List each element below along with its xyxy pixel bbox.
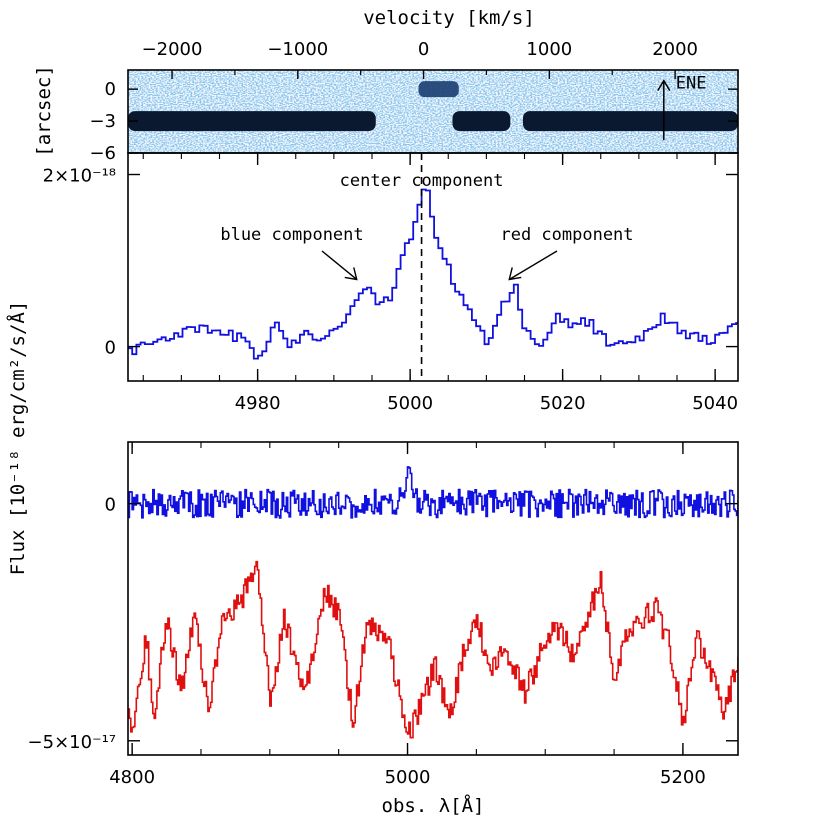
spectral-image-panel: ENE [128,70,738,153]
xtick-label: 5000 [385,767,431,788]
red-component-label: red component [500,225,633,245]
bright-band-2 [522,111,738,132]
series-blue [128,466,738,519]
image-ytick-label: −3 [89,111,116,132]
blue-arrow [321,250,358,281]
flux-axis-label: Flux [10⁻¹⁸ erg/cm²/s/Å] [6,301,29,576]
bright-band-1 [452,111,511,132]
velocity-tick-label: 2000 [652,39,698,60]
full-axes: 4800 5000 5200 0 −5×10⁻¹⁷ [28,442,738,788]
zoom-spectrum-panel: 4980 5000 5020 5040 2×10⁻¹⁸ 0 center componen… [43,152,739,414]
xtick-label: 5000 [387,393,433,414]
red-arrow-head [508,267,522,281]
ytick-label: −5×10⁻¹⁷ [28,732,116,753]
center-component-label: center component [340,171,504,191]
velocity-tick-label: −1000 [267,39,328,60]
ene-arrow-head [657,79,671,92]
ene-annotation: ENE [657,74,707,141]
zoom-annotations: center component blue component red compon… [220,153,634,381]
velocity-tick-label: 0 [418,39,429,60]
ytick-label: 0 [105,338,116,359]
image-ytick-label: 0 [105,79,116,100]
full-frame [127,441,739,756]
velocity-tick-label: 1000 [526,39,572,60]
red-arrow [508,250,558,281]
blue-arrow-head [344,267,358,281]
xtick-label: 5040 [692,393,738,414]
zoom-series [128,188,738,360]
xtick-label: 4980 [235,393,281,414]
ytick-label: 0 [105,495,116,516]
ytick-label: 2×10⁻¹⁸ [43,166,116,187]
zoom-axes: 4980 5000 5020 5040 2×10⁻¹⁸ 0 [43,153,738,414]
zoom-frame [127,152,739,382]
image-bright-bands [128,81,738,132]
xtick-label: 5020 [540,393,586,414]
bright-band-0 [128,111,376,132]
full-series [128,466,738,739]
full-spectrum-panel: 4800 5000 5200 0 −5×10⁻¹⁷ [28,441,739,788]
xtick-label: 5200 [660,767,706,788]
arcsec-axis-label: [arcsec] [33,65,55,157]
velocity-axis-label: velocity [km/s] [363,7,535,29]
velocity-tick-label: −2000 [142,39,203,60]
velocity-tick-labels: −2000 −1000 0 1000 2000 [142,39,698,60]
blue-component-label: blue component [220,225,363,245]
series-red [128,560,738,739]
xtick-label: 4800 [109,767,155,788]
wavelength-axis-label: obs. λ[Å] [382,794,485,817]
ene-label: ENE [676,74,707,94]
image-ytick-label: −6 [89,143,116,164]
series-blue [128,188,738,360]
center-emission-blob [418,81,459,98]
